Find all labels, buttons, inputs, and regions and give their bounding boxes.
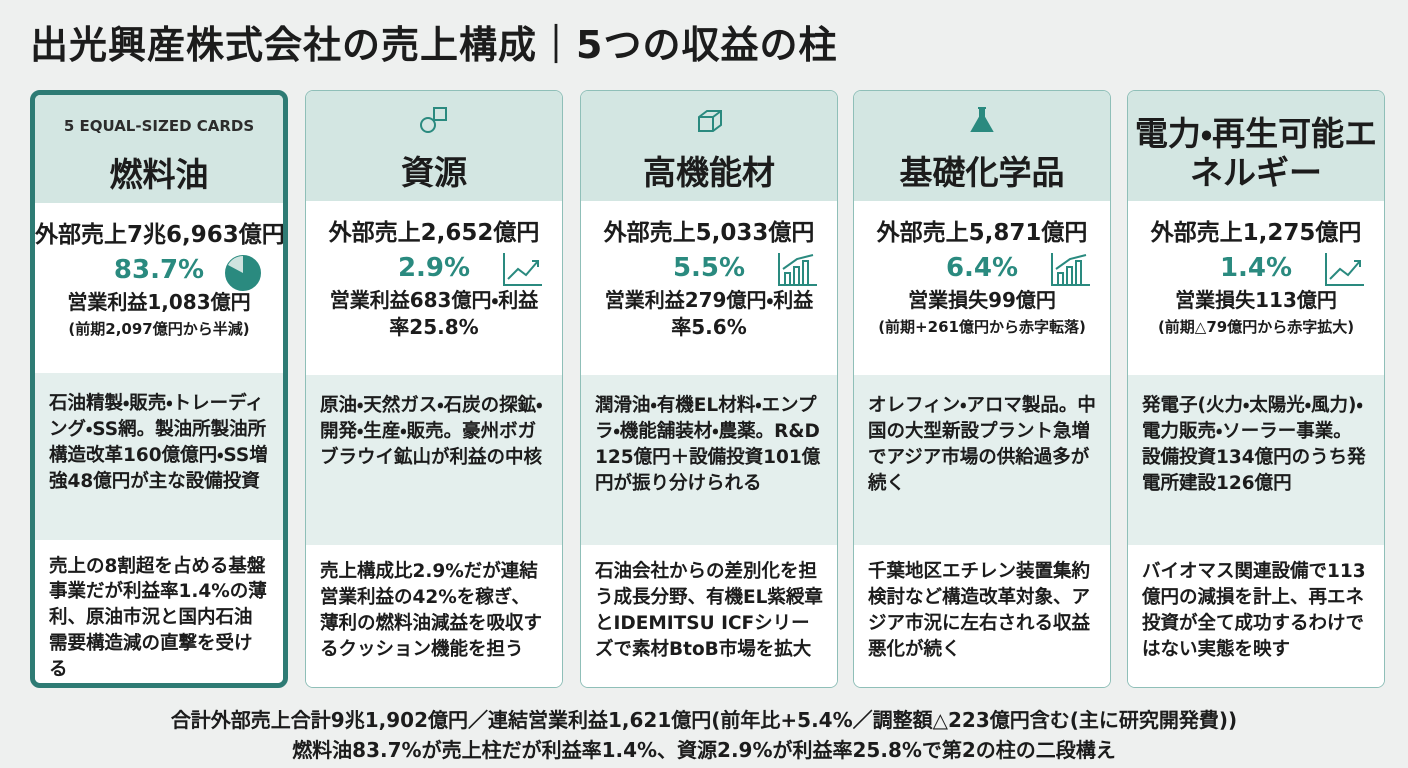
segment-card: 5 EQUAL-SIZED CARDS 燃料油外部売上7兆6,963億円 83.7%… — [30, 90, 288, 688]
operating-profit: 営業損失113億円 — [1175, 288, 1337, 312]
operating-profit: 営業利益279億円・利益率5.6% — [604, 288, 814, 339]
card-metrics: 外部売上7兆6,963億円 83.7% 営業利益1,083億円 (前期2,097億円か… — [35, 202, 285, 373]
profit-note: (前期+261億円から赤字転落) — [878, 318, 1086, 336]
segment-card: 基礎化学品外部売上5,871億円 6.4% 営業損失99億円 (前期+261億円から赤… — [853, 90, 1111, 688]
insight: 売上構成比2.9%だが連結営業利益の42%を稼ぎ、薄利の燃料油減益を吸収するクッ… — [306, 545, 562, 687]
business-description: 石油精製・販売・トレーディング・SS網。製油所製油所構造改革160億億円・SS増… — [35, 373, 283, 540]
card-header: 5 EQUAL-SIZED CARDS 燃料油 — [35, 95, 283, 203]
icon — [777, 251, 819, 293]
external-sales: 外部売上2,652億円 — [328, 220, 540, 246]
card-metrics: 外部売上5,033億円 5.5% 営業利益279億円・利益率5.6% — [581, 201, 837, 375]
card-tag: 5 EQUAL-SIZED CARDS — [63, 117, 255, 135]
external-sales: 外部売上5,033億円 — [603, 220, 815, 246]
card-metrics: 外部売上2,652億円 2.9% 営業利益683億円・利益率25.8% — [306, 201, 562, 375]
card-metrics: 外部売上5,871億円 6.4% 営業損失99億円 (前期+261億円から赤字転落) — [854, 201, 1110, 375]
segment-name: 高機能材 — [643, 153, 775, 193]
profit-note: (前期2,097億円から半減) — [68, 319, 250, 338]
icon — [418, 105, 450, 139]
operating-profit: 営業損失99億円 — [908, 288, 1056, 312]
external-sales: 外部売上5,871億円 — [876, 220, 1088, 246]
footer-line: 合計外部売上合計9兆1,902億円／連結営業利益1,621億円(前年比+5.4%… — [170, 708, 1238, 732]
card-header: 高機能材 — [581, 91, 837, 201]
sales-share: 6.4% — [945, 253, 1019, 283]
segment-name: 燃料油 — [109, 155, 209, 195]
card-header: 電力・再生可能エネルギー — [1128, 91, 1384, 201]
sales-share: 1.4% — [1219, 253, 1293, 283]
segment-card: 高機能材外部売上5,033億円 5.5% 営業利益279億円・利益率5.6% 潤滑油・… — [580, 90, 838, 688]
icon — [693, 105, 725, 139]
insight: 売上の8割超を占める基盤事業だが利益率1.4%の薄利、原油市況と国内石油需要構造… — [35, 539, 283, 683]
icon — [966, 105, 998, 139]
segment-name: 基礎化学品 — [899, 153, 1065, 193]
business-description: 潤滑油・有機EL材料・エンプラ・機能舗装材・農薬。R&D 125億円＋設備投資1… — [581, 375, 837, 545]
sales-share: 2.9% — [397, 253, 471, 283]
card-header: 基礎化学品 — [854, 91, 1110, 201]
operating-profit: 営業利益683億円・利益率25.8% — [329, 288, 539, 339]
segment-name: 電力・再生可能エネルギー — [1134, 113, 1378, 193]
segment-card: 電力・再生可能エネルギー外部売上1,275億円 1.4% 営業損失113億円 (前期△… — [1127, 90, 1385, 688]
business-description: オレフィン・アロマ製品。中国の大型新設プラント急増でアジア市場の供給過多が続く — [854, 375, 1110, 545]
external-sales: 外部売上1,275億円 — [1150, 220, 1362, 246]
icon — [223, 253, 265, 295]
icon — [502, 251, 544, 293]
footer-line: 燃料油83.7%が売上柱だが利益率1.4%、資源2.9%が利益率25.8%で第2… — [292, 738, 1116, 762]
sales-share: 5.5% — [672, 253, 746, 283]
business-description: 発電子(火力・太陽光・風力)・電力販売・ソーラー事業。設備投資134億円のうち発… — [1128, 375, 1384, 545]
segment-name: 資源 — [401, 153, 467, 193]
insight: バイオマス関連設備で113億円の減損を計上、再エネ投資が全て成功するわけではない… — [1128, 545, 1384, 687]
operating-profit: 営業利益1,083億円 — [67, 289, 251, 314]
page-title: 出光興産株式会社の売上構成｜5つの収益の柱 — [30, 23, 838, 67]
profit-note: (前期△79億円から赤字拡大) — [1157, 318, 1355, 336]
insight: 千葉地区エチレン装置集約検討など構造改革対象、アジア市況に左右される収益悪化が続… — [854, 545, 1110, 687]
card-metrics: 外部売上1,275億円 1.4% 営業損失113億円 (前期△79億円から赤字拡大) — [1128, 201, 1384, 375]
external-sales: 外部売上7兆6,963億円 — [35, 221, 285, 248]
icon — [1050, 251, 1092, 293]
insight: 石油会社からの差別化を担う成長分野、有機EL紫綬章とIDEMITSU ICFシリ… — [581, 545, 837, 687]
business-description: 原油・天然ガス・石炭の探鉱・開発・生産・販売。豪州ボガブラウイ鉱山が利益の中核 — [306, 375, 562, 545]
segment-card: 資源外部売上2,652億円 2.9% 営業利益683億円・利益率25.8% 原油・天然… — [305, 90, 563, 688]
sales-share: 83.7% — [113, 254, 205, 285]
icon — [1324, 251, 1366, 293]
card-header: 資源 — [306, 91, 562, 201]
